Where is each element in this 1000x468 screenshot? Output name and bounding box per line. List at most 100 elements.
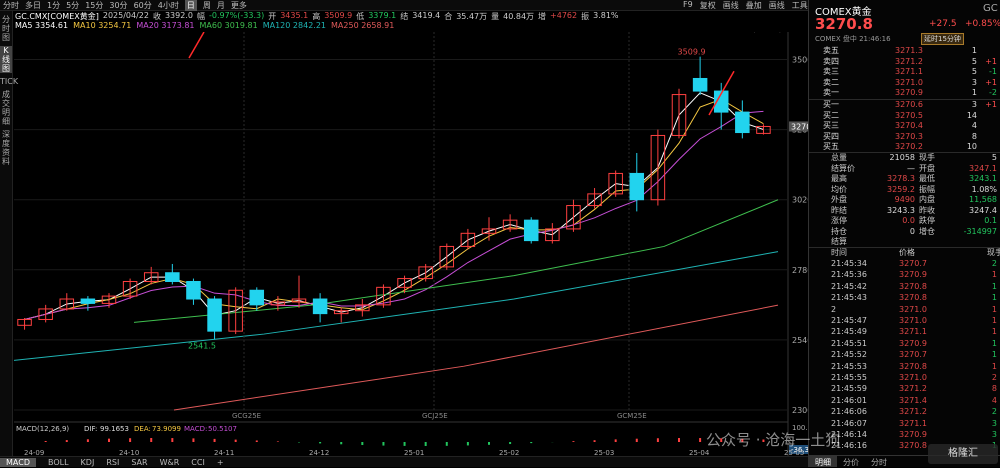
view-tab-3[interactable]: 成交明细: [2, 90, 10, 126]
period-tab-9[interactable]: 周: [202, 0, 211, 10]
period-tab-6[interactable]: 60分: [133, 0, 152, 10]
tick-row: 21:45:51 3270.9 1: [809, 339, 1000, 349]
tick-price: 3270.8: [899, 281, 927, 291]
tick-price: 3270.7: [899, 350, 927, 360]
tick-time: 21:46:14: [831, 430, 867, 439]
tick-time: 21:45:34: [831, 259, 867, 268]
bids-label: 买三: [823, 121, 839, 130]
macd-axis-bottom-bg: [789, 445, 808, 454]
tick-vol: 1: [991, 270, 997, 280]
tool-item-5[interactable]: 工具: [791, 1, 808, 10]
view-tab-2[interactable]: TICK: [0, 77, 19, 86]
tick-price: 3270.8: [899, 441, 927, 451]
tick-price: 3271.2: [899, 384, 927, 394]
indicator-tab-sar[interactable]: SAR: [131, 457, 148, 467]
high-annotation: 3509.9: [678, 48, 706, 57]
period-tab-5[interactable]: 30分: [109, 0, 128, 10]
detail-tab-2[interactable]: 分时: [871, 458, 887, 467]
low-annotation: 2541.5: [188, 341, 216, 350]
ma250-line: [173, 304, 779, 411]
contract-label: GCG25E: [232, 412, 261, 420]
bids-price: 3270.4: [895, 121, 923, 130]
tick-row: 21:45:43 3270.8 1: [809, 293, 1000, 303]
candle-body: [566, 205, 581, 230]
tick-vol: 1: [991, 327, 997, 337]
tick-price: 3270.9: [899, 430, 927, 439]
tick-time: 21:45:36: [831, 270, 867, 280]
kline-chart[interactable]: 3500326030202780254023003509.92541.52024…: [14, 32, 808, 456]
candle-body: [713, 90, 729, 113]
tool-item-2[interactable]: 画线: [722, 1, 739, 10]
volume-value: 35.47万: [456, 12, 488, 21]
candle-body: [756, 125, 771, 134]
brand-logo: 格隆汇: [928, 444, 998, 464]
ma-label: MA250: [331, 21, 359, 30]
tool-item-3[interactable]: 叠加: [745, 1, 762, 10]
ma-legend-ma5: MA5 3354.61: [15, 21, 68, 31]
candle-body: [228, 289, 243, 332]
stat-value: 3243.3: [887, 205, 915, 215]
date-tick: 24-12: [309, 449, 329, 456]
period-tab-2[interactable]: 1分: [47, 0, 61, 10]
indicator-tab-boll[interactable]: BOLL: [47, 457, 69, 467]
ma-legend-ma120: MA120 2842.21: [263, 21, 326, 31]
tool-item-1[interactable]: 复权: [699, 1, 716, 10]
asks-chg: +1: [985, 56, 997, 66]
candle-body: [650, 134, 666, 201]
candle-body: [439, 245, 455, 268]
macd-title: MACD(12,26,9): [16, 425, 69, 433]
tick-row: 21:45:36 3270.9 1: [809, 270, 1000, 280]
period-tab-4[interactable]: 15分: [85, 0, 104, 10]
ma-value: 2658.91: [361, 21, 395, 30]
indicator-tab-[interactable]: +: [216, 457, 224, 467]
ma-label: MA5: [15, 21, 33, 30]
date-tick: 24-10: [119, 449, 139, 456]
view-tab-4[interactable]: 深度资料: [2, 130, 10, 166]
tick-row: 21:46:07 3271.1 3: [809, 419, 1000, 429]
tick-price: 3271.4: [899, 395, 927, 405]
price-tick: 3500: [792, 56, 808, 65]
ma60-line: [133, 199, 779, 323]
tick-vol: 1: [991, 281, 997, 291]
period-tab-7[interactable]: 4小时: [157, 0, 179, 10]
stat-label: 均价: [831, 184, 847, 194]
indicator-tab-macd[interactable]: MACD: [0, 457, 36, 467]
indicator-tab-cci[interactable]: CCI: [191, 457, 205, 467]
stat-value: 1.08%: [971, 184, 997, 194]
macd-axis-top: 100.0: [792, 424, 808, 432]
ma-legend: MA5 3354.61 MA10 3254.71 MA20 3173.81 MA60 …: [15, 21, 394, 31]
period-tab-11[interactable]: 更多: [230, 0, 247, 10]
asks-row: 卖一 3270.9 1 -2: [809, 88, 1000, 98]
indicator-tab-w-r[interactable]: W&R: [159, 457, 180, 467]
tool-item-4[interactable]: 画线: [768, 1, 785, 10]
date-tick: 25-02: [499, 449, 519, 456]
indicator-tab-rsi[interactable]: RSI: [106, 457, 120, 467]
tick-time: 21:45:55: [831, 373, 867, 382]
bids-row: 买四 3270.3 8: [809, 132, 1000, 142]
period-tab-3[interactable]: 5分: [66, 0, 80, 10]
tick-price: 3270.9: [899, 338, 927, 348]
settle-value: 3419.4: [412, 11, 441, 20]
view-tab-1[interactable]: K线图: [0, 46, 12, 73]
detail-tab-1[interactable]: 分价: [843, 458, 859, 467]
stat-value: 11,568: [969, 195, 997, 204]
indicator-tabs: MACD BOLL KDJ RSI SAR W&R CCI +: [0, 456, 808, 467]
bids-row: 买五 3270.2 10: [809, 142, 1000, 152]
stat-label: 增仓: [919, 226, 935, 236]
ma-legend-ma60: MA60 3019.81: [200, 21, 258, 31]
tick-time: 2: [831, 304, 837, 314]
period-tab-10[interactable]: 月: [216, 0, 225, 10]
candle-body: [207, 298, 222, 332]
bids-price: 3270.3: [895, 131, 923, 141]
detail-tabs: 明细 分价 分时: [809, 455, 1000, 467]
tool-item-0[interactable]: F9: [683, 0, 693, 9]
contract-label: GCJ25E: [422, 412, 448, 420]
stat-label: 振幅: [919, 184, 935, 194]
view-tab-0[interactable]: 分时图: [2, 15, 10, 42]
period-tab-0[interactable]: 分时: [3, 0, 19, 10]
detail-tab-0[interactable]: 明细: [809, 456, 837, 467]
period-tab-1[interactable]: 多日: [25, 0, 41, 10]
indicator-tab-kdj[interactable]: KDJ: [80, 457, 95, 467]
period-tab-8[interactable]: 日: [184, 0, 197, 11]
ma5-line: [24, 92, 764, 320]
